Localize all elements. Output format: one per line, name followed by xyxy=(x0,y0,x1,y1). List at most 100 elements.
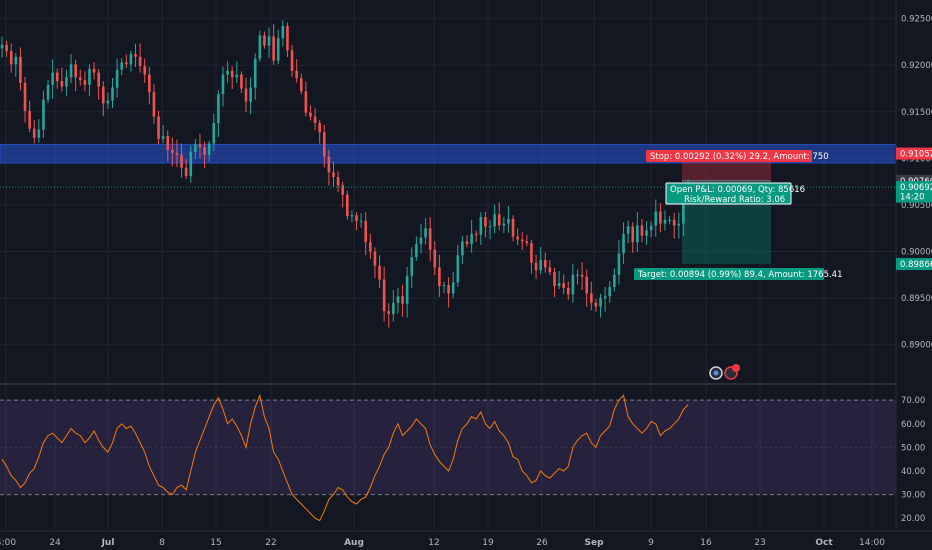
candle-body xyxy=(258,35,262,59)
candle-body xyxy=(198,144,202,148)
candle-body xyxy=(599,298,602,307)
candle-body xyxy=(180,154,183,168)
candle-body xyxy=(299,78,303,92)
candle-body xyxy=(281,26,285,39)
rsi-tick-label: 50.00 xyxy=(901,443,925,453)
candle-body xyxy=(230,70,234,78)
candle-body xyxy=(249,87,252,102)
risk-reward-label: Risk/Reward Ratio: 3.06 xyxy=(684,195,785,205)
candle-body xyxy=(313,116,317,123)
candle-body xyxy=(166,136,170,151)
candle-body xyxy=(580,274,584,277)
candle-body xyxy=(677,223,681,226)
candle-body xyxy=(659,211,662,224)
stop-label-background xyxy=(646,150,812,162)
candle-body xyxy=(649,225,653,231)
candle-body xyxy=(235,74,239,78)
price-tag-background xyxy=(896,258,932,271)
event-icons[interactable] xyxy=(709,364,740,380)
candle-body xyxy=(594,302,598,307)
candle-body xyxy=(415,244,418,258)
candle-body xyxy=(19,56,22,83)
candle-body xyxy=(263,35,266,46)
price-tag-background xyxy=(896,190,932,203)
candle-body xyxy=(585,276,589,294)
candle-body xyxy=(65,77,68,87)
candle-body xyxy=(668,219,671,221)
candle-body xyxy=(640,225,644,236)
time-tick-label: 19 xyxy=(482,538,494,548)
candlestick-series xyxy=(0,20,690,328)
candle-body xyxy=(382,279,386,312)
candle-body xyxy=(396,296,400,303)
candle-body xyxy=(507,218,510,224)
candle-body xyxy=(171,150,174,153)
time-tick-label: 9 xyxy=(648,538,654,548)
time-tick-label: 14:00 xyxy=(859,538,885,548)
candle-body xyxy=(571,274,575,295)
candle-body xyxy=(562,283,565,288)
target-label-background xyxy=(634,268,824,280)
candle-body xyxy=(157,116,160,139)
candle-body xyxy=(272,36,275,61)
candle-body xyxy=(42,99,45,130)
rsi-axis[interactable]: 70.00 60.00 50.00 40.00 30.00 20.00 xyxy=(901,396,925,524)
time-tick-label: 22 xyxy=(265,538,276,548)
candle-body xyxy=(428,228,432,250)
short-position-tool[interactable] xyxy=(682,153,771,265)
candle-body xyxy=(548,267,552,273)
time-tick-label: Aug xyxy=(344,538,364,548)
candle-body xyxy=(240,74,243,89)
candle-body xyxy=(355,215,358,221)
candle-body xyxy=(14,56,18,65)
candle-body xyxy=(148,74,151,93)
candle-body xyxy=(622,233,625,254)
candle-body xyxy=(28,110,31,129)
candle-body xyxy=(373,251,377,266)
candle-body xyxy=(5,44,8,52)
candle-body xyxy=(134,54,137,57)
pnl-label-background xyxy=(665,182,792,205)
candle-body xyxy=(392,302,395,314)
candle-body xyxy=(55,72,59,82)
candle-body xyxy=(484,217,487,227)
candle-body xyxy=(115,69,119,88)
candle-body xyxy=(663,219,667,224)
candle-body xyxy=(304,91,308,113)
candle-body xyxy=(143,66,147,75)
candle-body xyxy=(322,132,326,157)
price-tag-background xyxy=(896,147,932,160)
candle-body xyxy=(502,223,506,226)
candle-body xyxy=(433,249,437,268)
candle-body xyxy=(88,68,91,85)
time-axis[interactable]: 4:00 24 Jul 8 15 22 Aug 12 19 26 Sep 9 16 23 Oct 14:00 xyxy=(0,538,885,548)
candle-body xyxy=(378,265,381,280)
candle-body xyxy=(327,156,331,173)
candle-body xyxy=(138,56,142,67)
time-tick-label: 4:00 xyxy=(0,538,16,548)
candle-body xyxy=(617,253,621,275)
flag-event-icon-center xyxy=(713,370,719,376)
candle-body xyxy=(419,237,423,245)
candle-body xyxy=(253,58,257,88)
candle-body xyxy=(23,82,27,111)
candle-body xyxy=(493,214,496,227)
candle-body xyxy=(92,68,96,73)
candle-body xyxy=(530,243,533,263)
time-axis-background[interactable] xyxy=(0,531,932,550)
candle-body xyxy=(101,86,105,104)
candle-body xyxy=(125,62,128,65)
candle-body xyxy=(613,274,616,287)
candle-body xyxy=(309,112,312,117)
candle-body xyxy=(682,198,685,224)
position-labels: Stop: 0.00292 (0.32%) 29.2, Amount: 750 … xyxy=(634,150,843,280)
candle-body xyxy=(576,274,579,276)
candle-body xyxy=(32,128,36,138)
candle-body xyxy=(511,218,515,237)
candle-body xyxy=(654,211,658,226)
